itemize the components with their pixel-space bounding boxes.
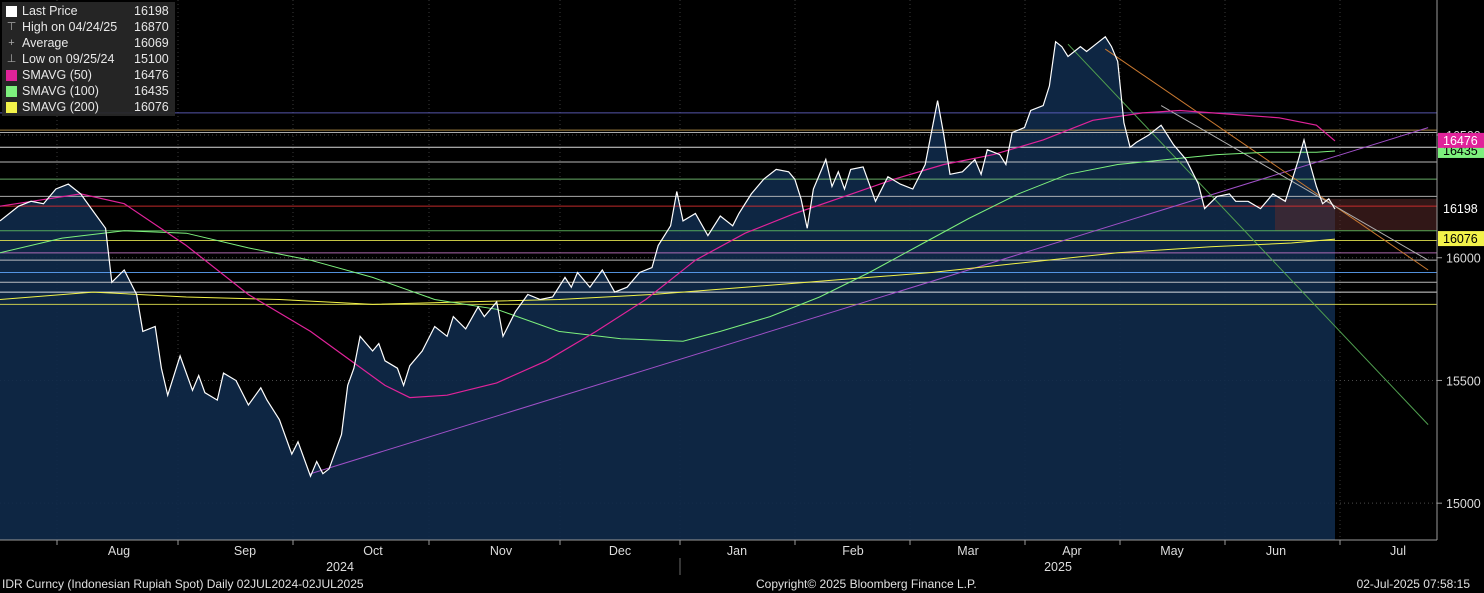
sma200-badge: 16076	[1443, 232, 1478, 246]
x-tick-label: Nov	[490, 544, 513, 558]
y-tick-label: 15000	[1446, 497, 1481, 511]
x-tick-label: Aug	[108, 544, 130, 558]
x-tick-label: Sep	[234, 544, 256, 558]
price-chart: 1500015500160001650016435164761619816076…	[0, 0, 1484, 575]
sma50-badge-bg	[1438, 132, 1484, 148]
sma200-badge-bg	[1438, 231, 1484, 247]
year-label: 2024	[326, 560, 354, 574]
range-box	[1275, 198, 1437, 231]
x-tick-label: May	[1160, 544, 1184, 558]
legend-item-high: ⊤ High on 04/24/25 16870	[6, 20, 169, 34]
x-tick-label: Oct	[363, 544, 383, 558]
legend-item-average: + Average 16069	[6, 35, 168, 51]
x-tick-label: Feb	[842, 544, 864, 558]
x-tick-label: Dec	[609, 544, 631, 558]
last-price-badge: 16198	[1443, 202, 1478, 216]
x-tick-label: Apr	[1062, 544, 1081, 558]
last-price-badge-bg	[1438, 201, 1484, 217]
x-tick-label: Mar	[957, 544, 979, 558]
trend-line	[1160, 105, 1429, 261]
legend-item-sma50: SMAVG (50) 16476	[6, 67, 169, 83]
axis-labels: 1500015500160001650016435164761619816076…	[108, 129, 1484, 574]
x-tick-label: Jan	[727, 544, 747, 558]
series-lines	[0, 35, 1336, 478]
legend-swatch	[6, 101, 17, 113]
legend: Last Price 16198 ⊤ High on 04/24/25 16870 +…	[2, 2, 175, 116]
trend-line	[310, 127, 1429, 475]
legend-swatch	[6, 69, 17, 81]
footer-bar: IDR Curncy (Indonesian Rupiah Spot) Dail…	[0, 576, 1484, 593]
sma50-line	[0, 109, 1336, 399]
sma100-line	[0, 150, 1336, 342]
year-label: 2025	[1044, 560, 1072, 574]
high-marker-icon: ⊤	[6, 21, 17, 33]
last-price-line	[0, 35, 1336, 478]
average-marker-icon: +	[8, 37, 15, 49]
horizontal-lines	[0, 112, 1437, 305]
x-tick-label: Jun	[1266, 544, 1286, 558]
sma200-line	[0, 238, 1336, 305]
price-area	[0, 36, 1437, 541]
legend-swatch	[6, 85, 17, 97]
trend-line	[1104, 48, 1429, 271]
axes	[0, 0, 1442, 575]
trend-line	[1067, 43, 1429, 425]
y-tick-label: 16000	[1446, 252, 1481, 266]
price-area-fill	[0, 36, 1335, 541]
low-marker-icon: ⊥	[6, 53, 17, 65]
footer-timestamp: 02-Jul-2025 07:58:15	[1356, 577, 1470, 591]
legend-swatch	[6, 5, 17, 17]
legend-item-low: ⊥ Low on 09/25/24 15100	[6, 52, 169, 66]
legend-item-sma200: SMAVG (200) 16076	[6, 99, 169, 115]
y-tick-label: 15500	[1446, 374, 1481, 388]
legend-item-last-price: Last Price 16198	[6, 3, 169, 19]
footer-ticker-info: IDR Curncy (Indonesian Rupiah Spot) Dail…	[2, 577, 364, 591]
legend-item-sma100: SMAVG (100) 16435	[6, 83, 169, 99]
footer-copyright: Copyright© 2025 Bloomberg Finance L.P.	[756, 577, 977, 591]
trend-lines	[310, 43, 1429, 475]
x-tick-label: Jul	[1390, 544, 1406, 558]
sma50-badge: 16476	[1443, 134, 1478, 148]
